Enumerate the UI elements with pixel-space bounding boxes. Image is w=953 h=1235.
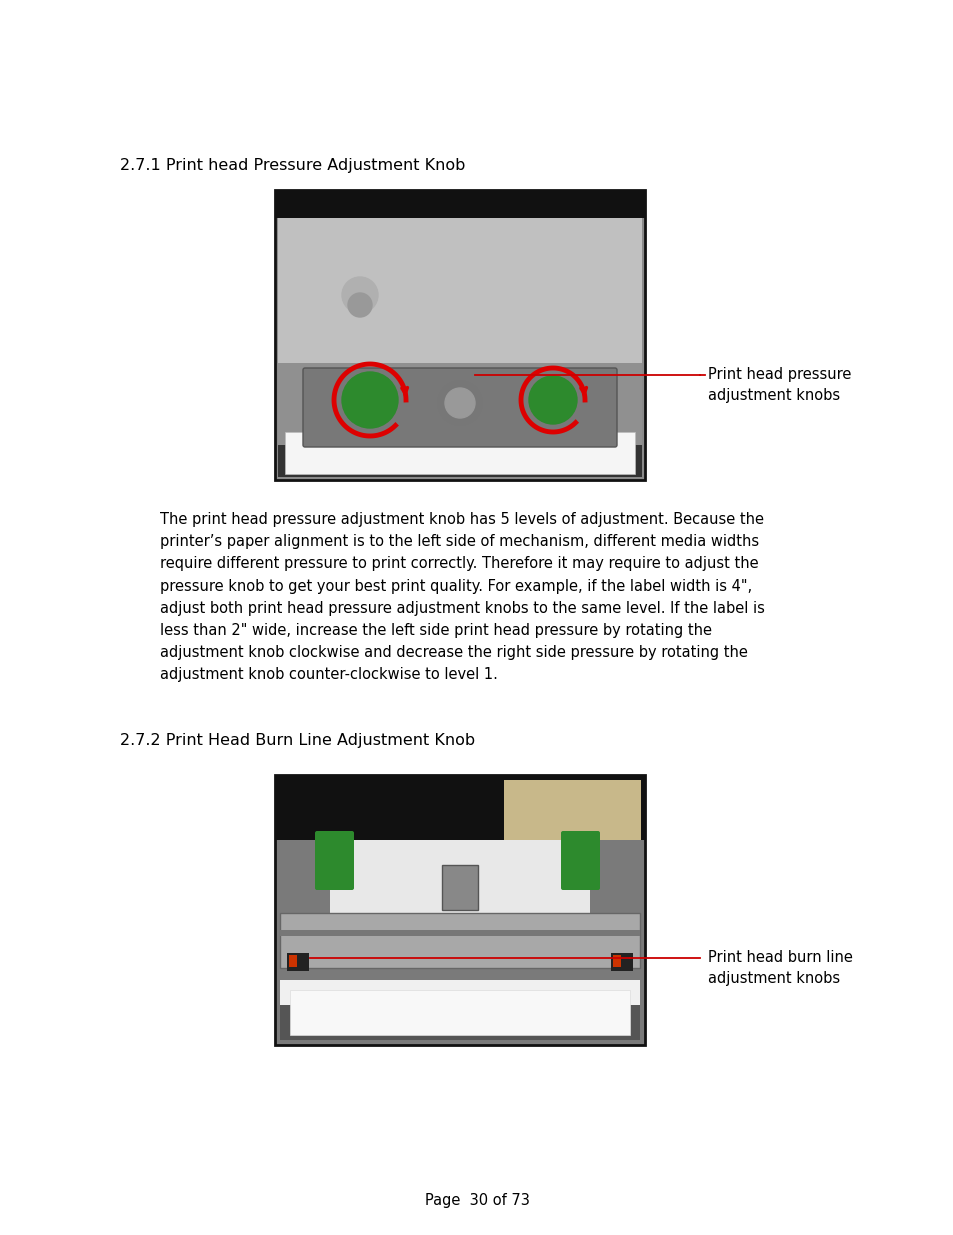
Bar [285, 432, 635, 474]
Bar [330, 840, 589, 915]
Circle shape [341, 372, 397, 429]
Bar [280, 981, 639, 1040]
Bar [610, 953, 633, 971]
Text: Print head burn line
adjustment knobs: Print head burn line adjustment knobs [707, 950, 852, 986]
FancyBboxPatch shape [560, 831, 599, 890]
Bar [613, 955, 620, 967]
Text: 2.7.2 Print Head Burn Line Adjustment Knob: 2.7.2 Print Head Burn Line Adjustment Kn… [120, 734, 475, 748]
Circle shape [437, 382, 481, 425]
Bar [280, 913, 639, 968]
Bar [277, 445, 641, 477]
Bar [280, 1005, 639, 1040]
Bar [289, 955, 296, 967]
Bar [287, 953, 309, 971]
FancyBboxPatch shape [314, 831, 354, 890]
Text: 2.7.1 Print head Pressure Adjustment Knob: 2.7.1 Print head Pressure Adjustment Kno… [120, 158, 465, 173]
Bar [274, 776, 644, 840]
Bar [290, 990, 629, 1035]
Circle shape [529, 375, 577, 424]
Circle shape [341, 277, 377, 312]
Bar [277, 219, 641, 363]
Bar [441, 864, 477, 910]
Circle shape [348, 293, 372, 317]
Text: The print head pressure adjustment knob has 5 levels of adjustment. Because the
: The print head pressure adjustment knob … [160, 513, 764, 683]
Bar [274, 190, 644, 480]
Text: Page  30 of 73: Page 30 of 73 [424, 1193, 529, 1208]
Bar [274, 190, 644, 219]
FancyBboxPatch shape [303, 368, 617, 447]
Bar [277, 363, 641, 445]
Bar [280, 930, 639, 936]
Text: Print head pressure
adjustment knobs: Print head pressure adjustment knobs [707, 367, 850, 403]
Bar [274, 776, 644, 1045]
Bar [504, 781, 640, 840]
Circle shape [444, 388, 475, 417]
